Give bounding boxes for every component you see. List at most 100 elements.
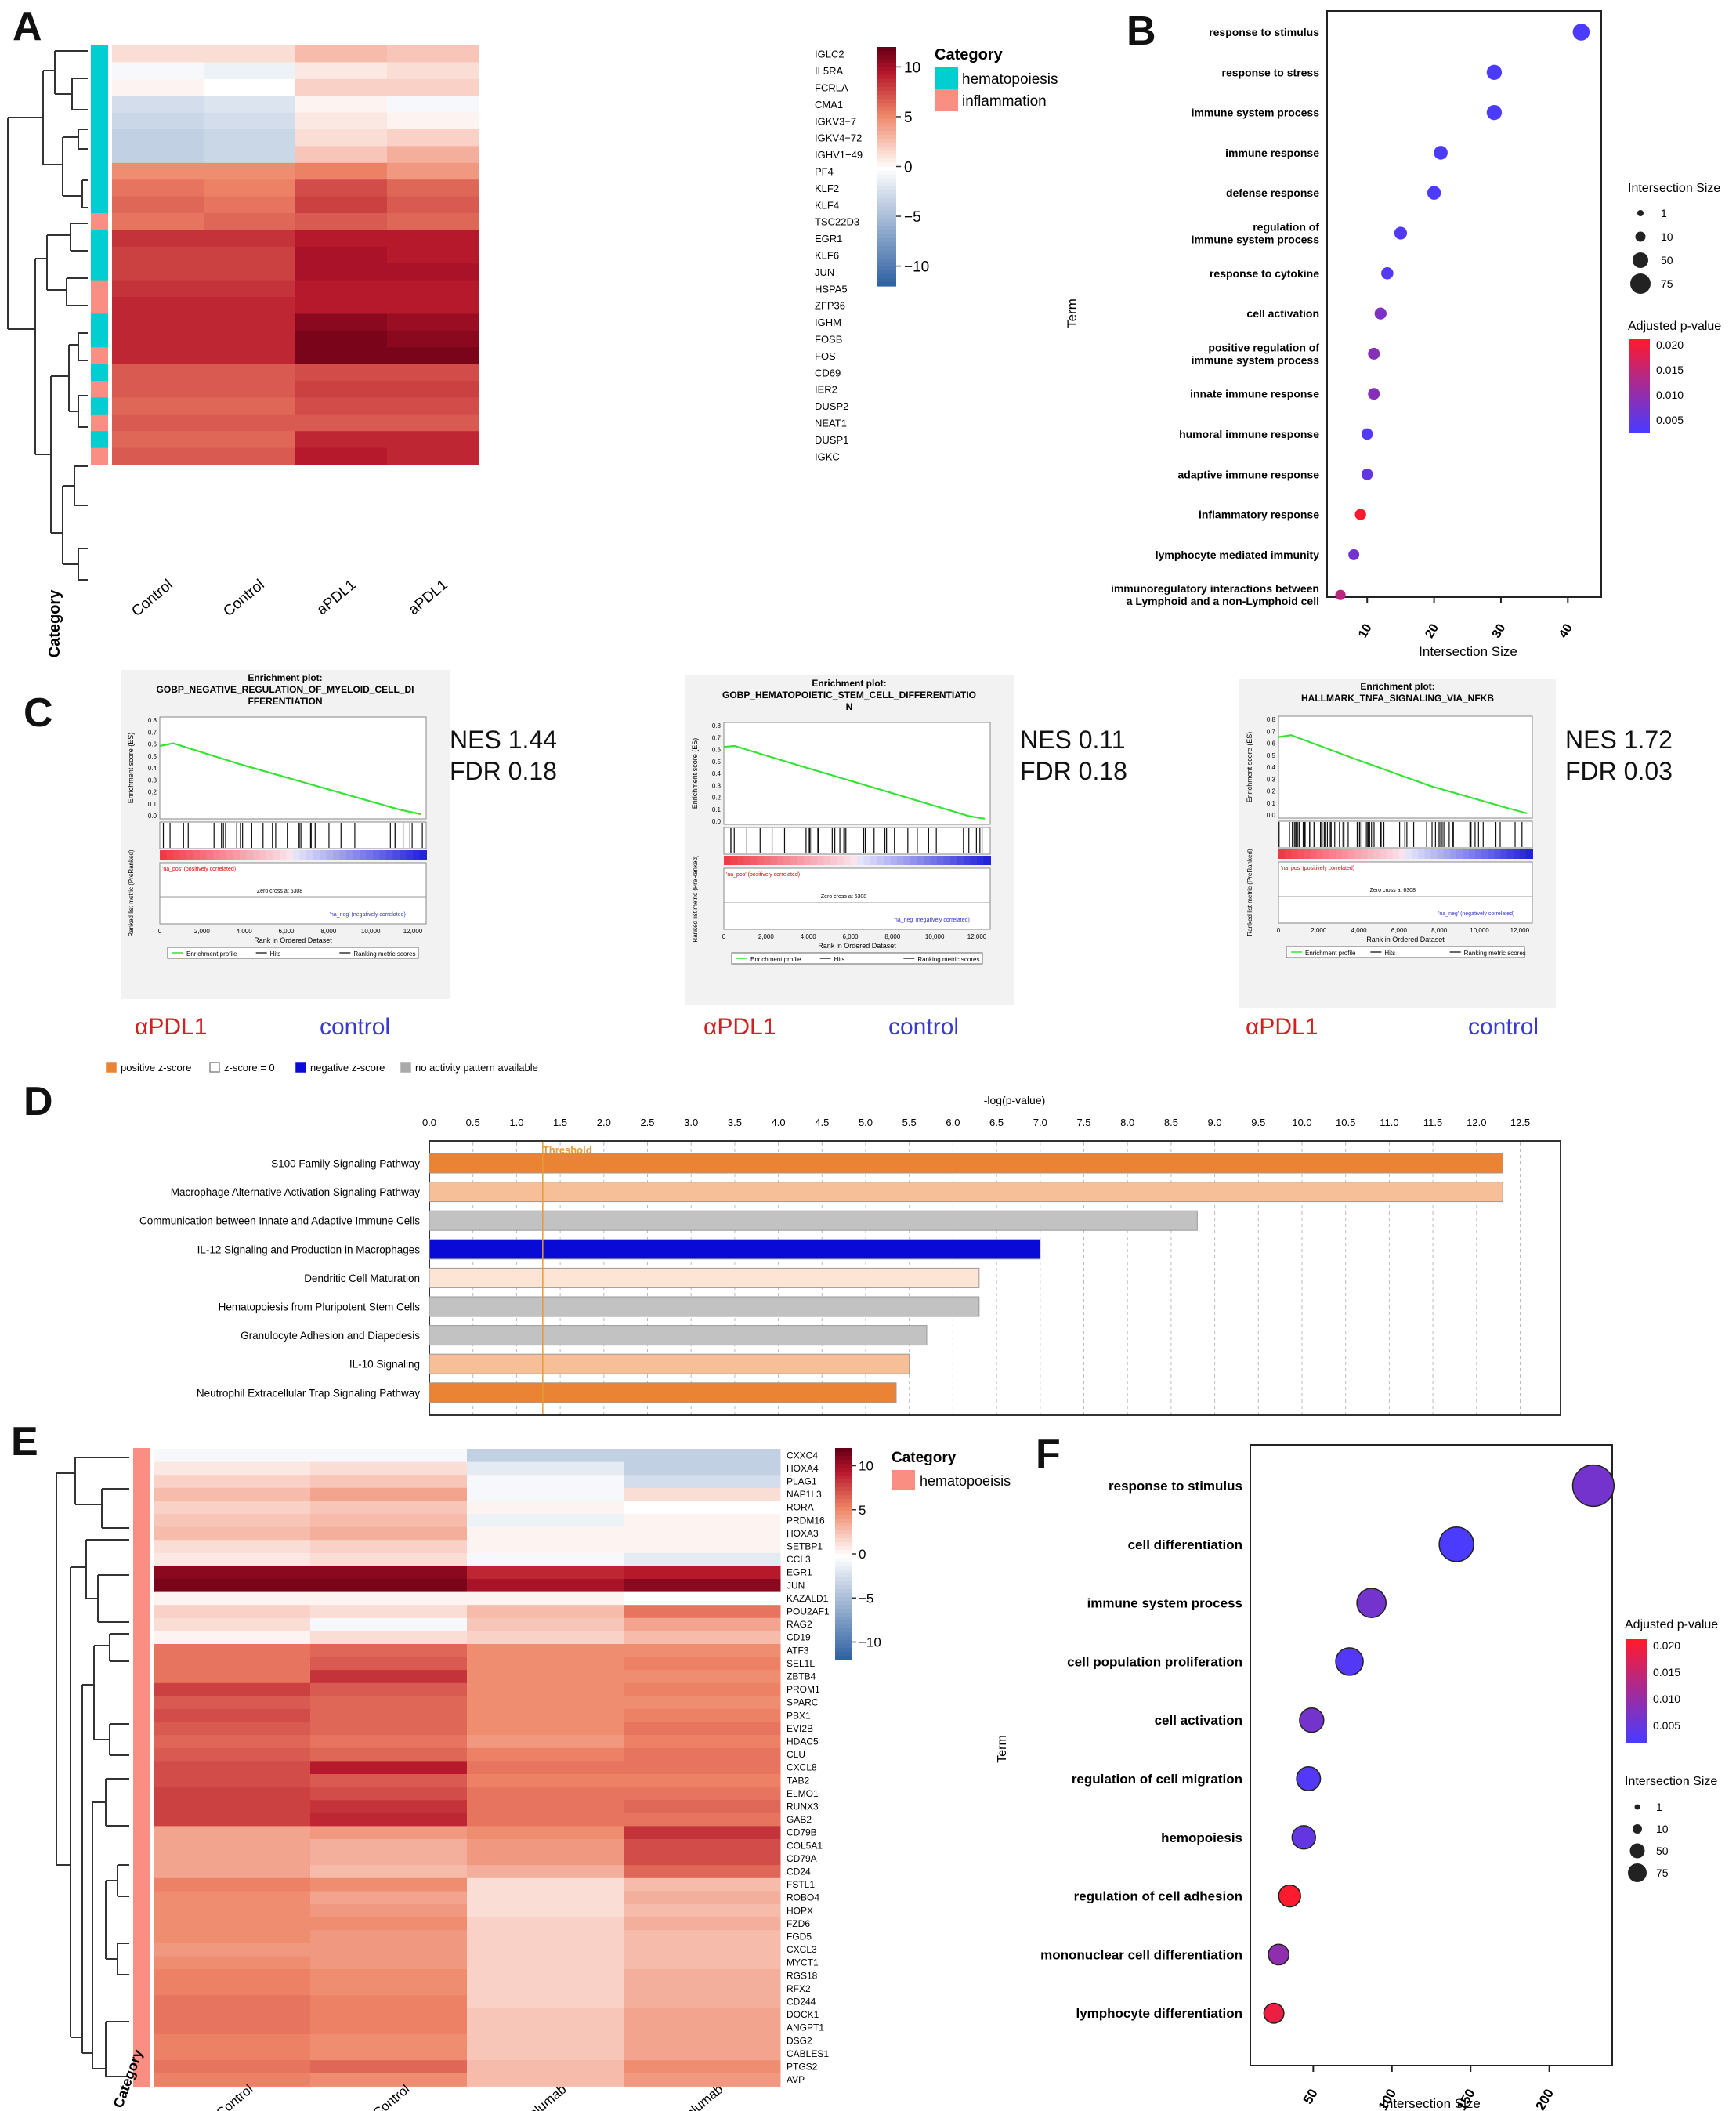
color-key-label: 0.005 bbox=[1656, 414, 1684, 426]
metric-gradient bbox=[797, 856, 805, 865]
scale-step bbox=[835, 1573, 852, 1578]
heat-cell bbox=[387, 447, 479, 465]
heat-cell bbox=[467, 1631, 624, 1645]
gene-label: DUSP2 bbox=[815, 400, 848, 412]
heat-cell bbox=[204, 230, 296, 248]
heat-cell bbox=[387, 196, 479, 214]
color-step bbox=[1626, 1711, 1647, 1715]
legend-title: Intersection Size bbox=[1625, 1775, 1717, 1788]
metric-gradient bbox=[1469, 849, 1477, 859]
color-step bbox=[1626, 1714, 1647, 1718]
dots bbox=[1263, 1464, 1615, 2024]
heat-cell bbox=[112, 45, 204, 63]
heatmap-cells bbox=[112, 45, 479, 465]
pos-label: 'na_pos' (positively correlated) bbox=[726, 872, 800, 878]
scale-step bbox=[877, 47, 896, 52]
scale-step bbox=[877, 262, 896, 267]
scale-step bbox=[877, 186, 896, 191]
heat-cell bbox=[154, 1904, 311, 1918]
scale-step bbox=[835, 1530, 852, 1535]
column-label: aPDL1 bbox=[314, 577, 360, 618]
color-step bbox=[1626, 1688, 1647, 1692]
scale-step bbox=[835, 1487, 852, 1492]
metric-gradient bbox=[817, 856, 825, 865]
heat-cell bbox=[467, 1579, 624, 1593]
term-dot bbox=[1263, 2002, 1285, 2024]
gene-label: HOPX bbox=[787, 1905, 813, 1916]
heat-cell bbox=[112, 347, 204, 365]
color-legend: Adjusted p-value 0.020 0.015 0.010 0.005 bbox=[1625, 1618, 1718, 1743]
heat-cell bbox=[154, 1540, 311, 1554]
zscore-label: negative z-score bbox=[310, 1062, 385, 1074]
rank-xtick: 12,000 bbox=[403, 928, 423, 935]
metric-gradient bbox=[400, 850, 407, 860]
gsea-plot: Enrichment plot:GOBP_NEGATIVE_REGULATION… bbox=[121, 670, 450, 999]
pathway-bar bbox=[429, 1210, 1198, 1231]
pathway-bar bbox=[429, 1296, 980, 1317]
legend-title: Intersection Size bbox=[1628, 182, 1720, 195]
category-cell bbox=[91, 364, 108, 382]
metric-gradient bbox=[1392, 849, 1400, 859]
heat-cell bbox=[154, 1579, 311, 1593]
heat-cell bbox=[112, 381, 204, 398]
metric-gradient bbox=[1398, 849, 1406, 859]
color-step bbox=[1629, 376, 1650, 379]
heat-cell bbox=[204, 447, 296, 465]
heat-cell bbox=[310, 2047, 468, 2061]
term-dot bbox=[1361, 428, 1373, 440]
heat-cell bbox=[310, 1930, 468, 1944]
x-tick-label: 200 bbox=[1532, 2087, 1557, 2111]
heat-cell bbox=[204, 129, 296, 147]
legend-item-hematopoeisis: hematopoeisis bbox=[920, 1473, 1011, 1489]
color-step bbox=[1629, 343, 1650, 346]
heat-cell bbox=[295, 96, 388, 114]
term-label: mononuclear cell differentiation bbox=[1040, 1947, 1242, 1962]
color-step bbox=[1626, 1667, 1647, 1671]
term-dot bbox=[1354, 509, 1366, 520]
heat-cell bbox=[310, 1709, 468, 1723]
heat-cell bbox=[295, 162, 388, 180]
heat-cell bbox=[204, 96, 296, 114]
scale-step bbox=[877, 143, 896, 147]
metric-gradient bbox=[830, 856, 838, 865]
term-dot bbox=[1381, 267, 1394, 280]
scale-step bbox=[877, 67, 896, 72]
heat-cell bbox=[387, 78, 479, 96]
term-dot bbox=[1268, 1943, 1290, 1966]
scale-step bbox=[835, 1601, 852, 1606]
fdr-3: FDR 0.03 bbox=[1565, 757, 1673, 785]
row-dendrogram bbox=[7, 50, 88, 581]
nes-1: NES 1.44 bbox=[450, 726, 557, 754]
heat-cell bbox=[387, 431, 479, 449]
metric-gradient bbox=[1322, 849, 1330, 859]
axis-tick: 5.0 bbox=[859, 1117, 873, 1128]
color-step bbox=[1626, 1701, 1647, 1704]
heat-cell bbox=[624, 1891, 781, 1905]
scale-step bbox=[877, 99, 896, 103]
heat-cell bbox=[154, 1631, 311, 1645]
term-label: immune system process bbox=[1087, 1596, 1242, 1611]
heat-cell bbox=[295, 280, 388, 298]
legend-title: Adjusted p-value bbox=[1628, 320, 1721, 333]
heat-cell bbox=[154, 1475, 311, 1489]
color-step bbox=[1629, 428, 1650, 431]
color-step bbox=[1626, 1678, 1647, 1682]
scale-step bbox=[877, 234, 896, 239]
metric-gradient bbox=[730, 856, 738, 865]
column-label: Control bbox=[128, 577, 175, 620]
metric-gradient bbox=[213, 850, 221, 860]
heat-cell bbox=[387, 179, 479, 197]
gene-label: IGKV4−72 bbox=[815, 132, 862, 144]
heat-cell bbox=[624, 1930, 781, 1944]
scale-step bbox=[835, 1597, 852, 1602]
metric-gradient bbox=[1513, 849, 1521, 859]
heat-cell bbox=[204, 397, 296, 415]
heat-cell bbox=[310, 1605, 468, 1619]
metric-gradient bbox=[964, 856, 971, 865]
heat-cell bbox=[310, 2034, 468, 2048]
category-legend: Category hematopoiesis inflammation bbox=[935, 46, 1058, 111]
column-label: Control bbox=[220, 577, 267, 620]
gene-label: HDAC5 bbox=[787, 1736, 819, 1747]
term-dot bbox=[1348, 549, 1360, 560]
